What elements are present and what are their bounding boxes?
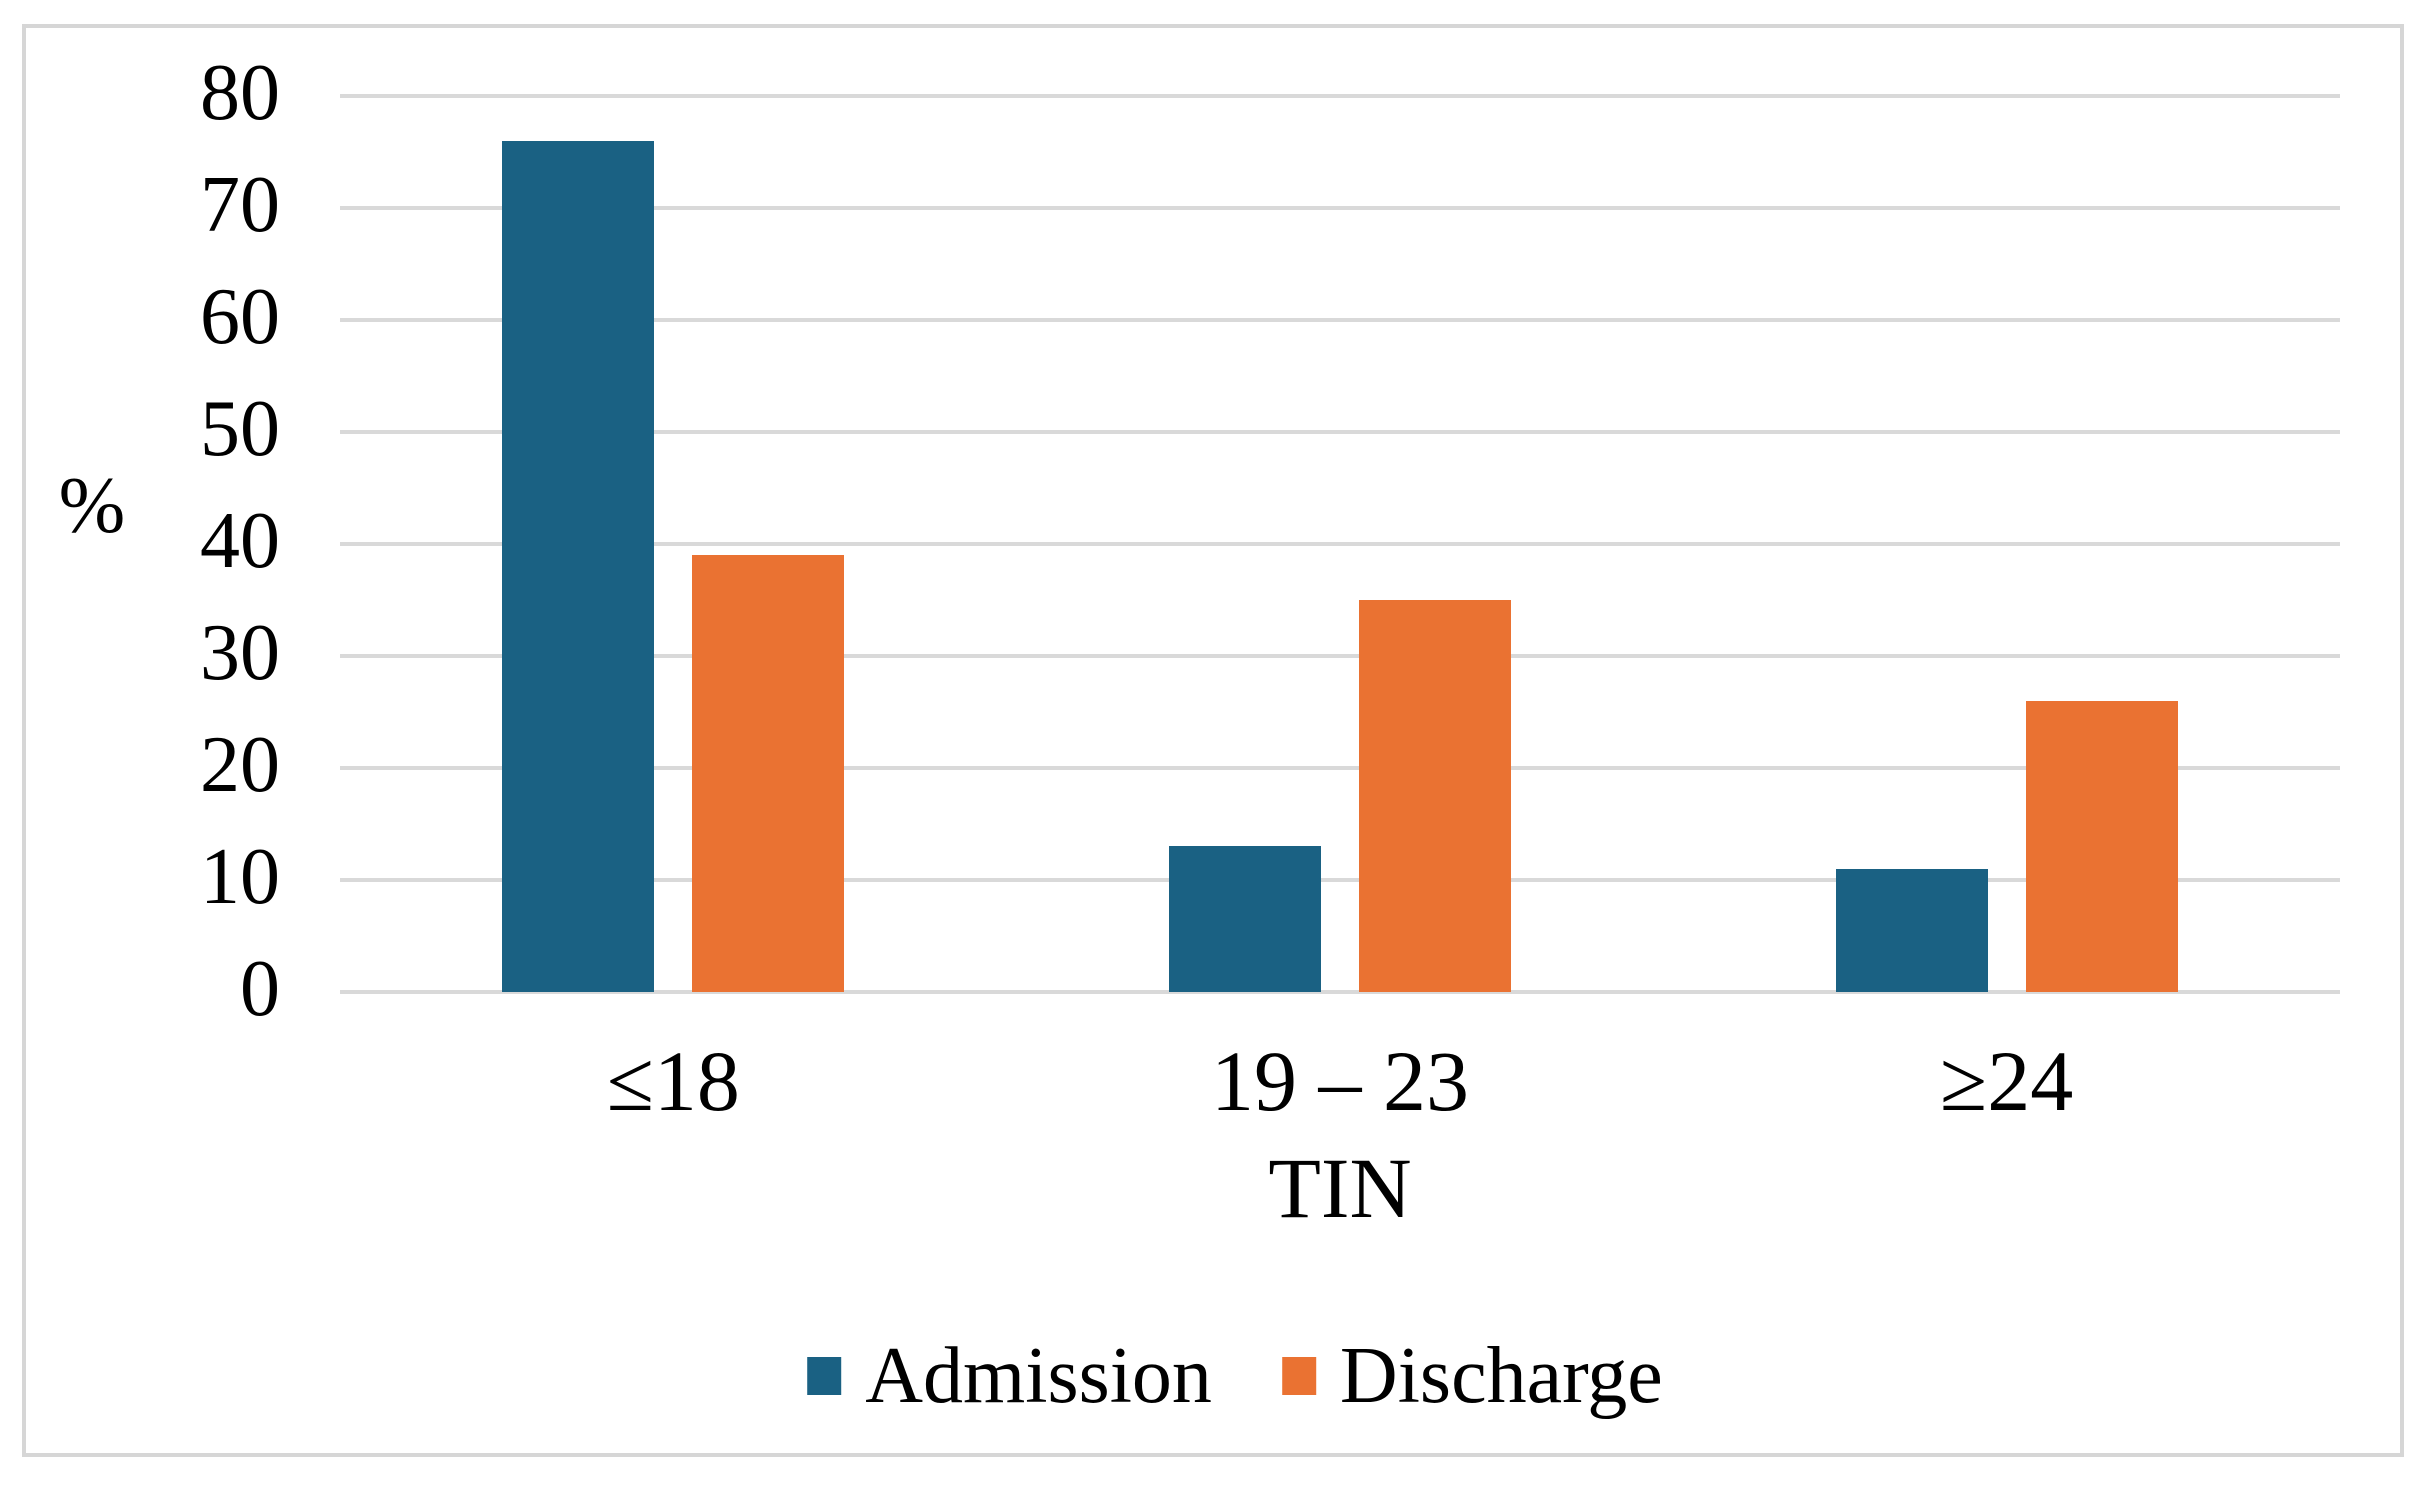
gridline-40 <box>340 542 2340 546</box>
bar-admission-19 – 23 <box>1169 846 1321 992</box>
bar-discharge-19 – 23 <box>1359 600 1511 992</box>
bar-discharge-≤18 <box>692 555 845 992</box>
y-tick-label-70: 70 <box>200 160 280 249</box>
legend-item-admission: Admission <box>807 1336 1212 1416</box>
gridline-10 <box>340 878 2340 882</box>
gridline-0 <box>340 990 2340 994</box>
y-tick-label-80: 80 <box>200 48 280 137</box>
legend: Admission Discharge <box>807 1336 1663 1416</box>
y-tick-label-40: 40 <box>200 496 280 585</box>
gridline-60 <box>340 318 2340 322</box>
admission-legend-swatch <box>807 1357 842 1395</box>
bar-discharge-≥24 <box>2025 700 2178 992</box>
y-tick-label-10: 10 <box>200 832 280 921</box>
y-tick-label-20: 20 <box>200 720 280 809</box>
x-category-label-≥24: ≥24 <box>1940 1033 2074 1129</box>
y-tick-label-50: 50 <box>200 384 280 473</box>
bar-admission-≥24 <box>1835 868 1988 992</box>
discharge-legend-label: Discharge <box>1339 1332 1663 1420</box>
y-tick-label-30: 30 <box>200 608 280 697</box>
gridline-70 <box>340 206 2340 210</box>
y-axis-title: % <box>58 462 126 550</box>
admission-legend-label: Admission <box>865 1332 1212 1420</box>
legend-item-discharge: Discharge <box>1281 1332 1663 1420</box>
gridline-50 <box>340 430 2340 434</box>
bar-admission-≤18 <box>502 140 655 992</box>
gridline-30 <box>340 654 2340 658</box>
y-tick-label-0: 0 <box>240 944 280 1033</box>
x-axis-title: TIN <box>1268 1140 1412 1236</box>
gridline-20 <box>340 766 2340 770</box>
y-tick-label-60: 60 <box>200 272 280 361</box>
x-category-label-19 – 23: 19 – 23 <box>1211 1033 1469 1129</box>
discharge-legend-swatch <box>1281 1357 1316 1395</box>
x-category-label-≤18: ≤18 <box>606 1033 740 1129</box>
chart-border <box>22 24 2404 1457</box>
gridline-80 <box>340 94 2340 98</box>
